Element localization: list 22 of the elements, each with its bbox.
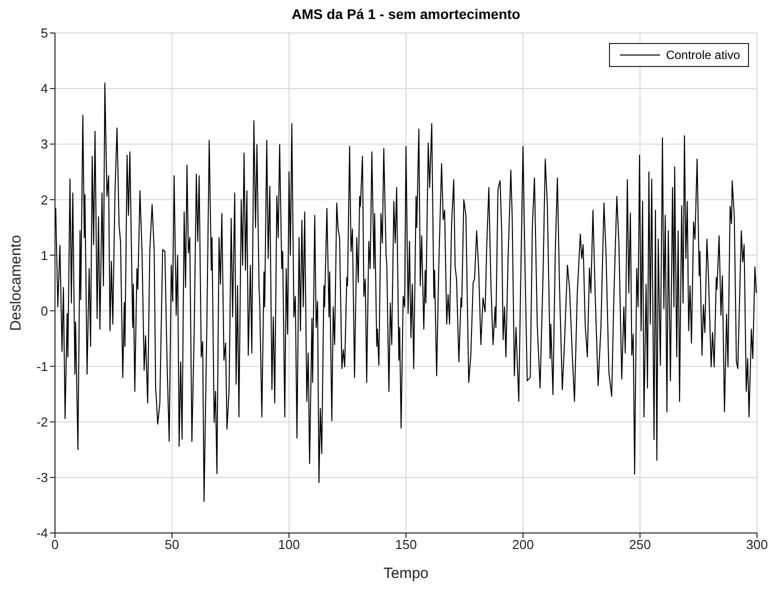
- y-tick-label: 5: [40, 26, 48, 41]
- x-tick-label: 250: [629, 537, 651, 552]
- x-tick-label: 0: [51, 537, 59, 552]
- x-tick-label: 100: [278, 537, 300, 552]
- y-tick-label: 4: [40, 81, 48, 96]
- x-axis-title: Tempo: [383, 565, 429, 582]
- legend-label: Controle ativo: [666, 48, 740, 62]
- y-axis-title: Deslocamento: [7, 235, 24, 331]
- y-tick-label: -1: [36, 358, 48, 374]
- y-tick-label: 1: [40, 248, 48, 263]
- line-series: [55, 82, 757, 502]
- x-tick-label: 300: [746, 537, 768, 552]
- chart-title: AMS da Pá 1 - sem amortecimento: [290, 6, 522, 22]
- y-tick-label: -3: [36, 470, 48, 486]
- x-tick-label: 150: [395, 537, 417, 552]
- y-tick-label: -2: [36, 414, 48, 430]
- x-tick-label: 50: [164, 537, 180, 552]
- x-tick-label: 200: [512, 537, 534, 552]
- y-tick-label: 2: [40, 192, 48, 208]
- y-tick-label: -4: [36, 526, 48, 541]
- y-tick-label: 3: [40, 136, 48, 152]
- y-tick-label: 0: [40, 303, 48, 318]
